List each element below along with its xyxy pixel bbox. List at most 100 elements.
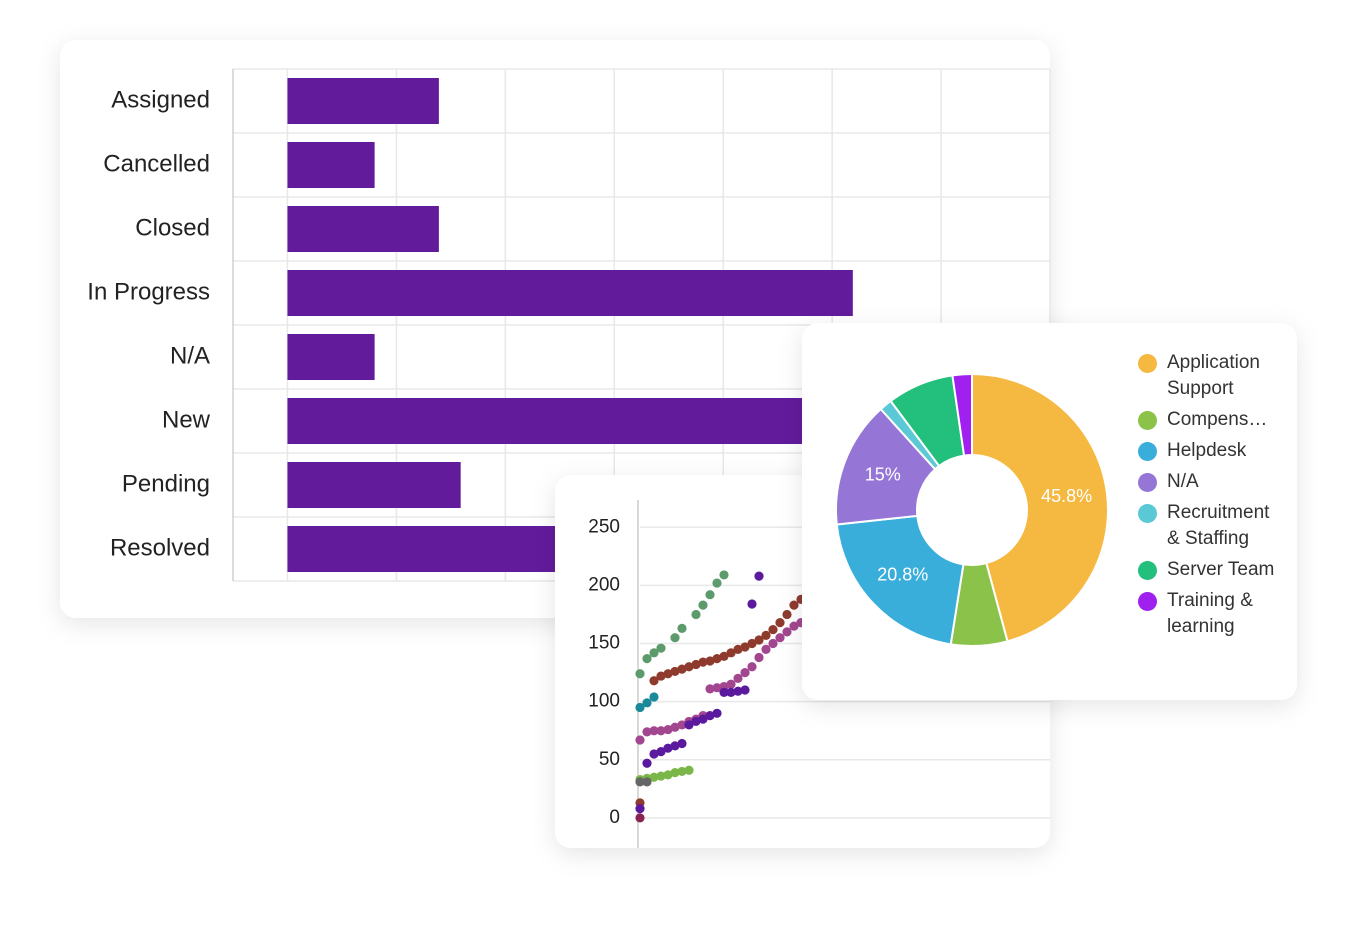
point <box>649 692 659 702</box>
point <box>740 642 750 652</box>
point <box>656 747 666 757</box>
legend-item: Training & learning <box>1138 588 1288 640</box>
y-tick-label: 250 <box>588 516 620 537</box>
legend-label: Compens… <box>1167 409 1268 430</box>
point <box>726 679 736 689</box>
point <box>705 656 715 666</box>
point <box>733 673 743 684</box>
point <box>726 648 736 658</box>
y-tick-label: In Progress <box>87 278 210 305</box>
point <box>642 727 652 737</box>
point <box>691 659 701 670</box>
bar <box>287 206 439 252</box>
point <box>705 684 715 694</box>
point <box>698 600 708 610</box>
y-tick-label: 100 <box>588 691 620 712</box>
point <box>677 766 687 777</box>
point <box>768 638 778 649</box>
point <box>649 772 659 782</box>
point <box>691 716 701 727</box>
point <box>663 743 673 753</box>
pie-slice <box>971 372 1109 643</box>
legend: Application Support Compens… Helpdesk N/A Re… <box>1138 350 1288 645</box>
y-tick-label: N/A <box>170 342 210 369</box>
legend-marker <box>1138 561 1157 580</box>
y-tick-label: Cancelled <box>103 150 210 177</box>
y-tick-label: Resolved <box>110 534 210 561</box>
point <box>656 726 666 736</box>
y-tick-label: Assigned <box>111 86 210 113</box>
legend-item: Helpdesk <box>1138 438 1288 464</box>
legend-marker <box>1138 504 1157 523</box>
point <box>663 724 673 735</box>
point <box>740 667 750 678</box>
point <box>761 630 771 640</box>
point <box>677 738 687 749</box>
point <box>670 722 680 732</box>
point <box>635 777 645 787</box>
point <box>670 666 680 677</box>
point <box>698 657 708 667</box>
point <box>740 685 750 695</box>
legend-label: Recruitment & Staffing <box>1167 502 1270 549</box>
legend-label: Server Team <box>1167 559 1275 580</box>
point <box>782 627 792 637</box>
point <box>712 654 722 664</box>
legend-label: N/A <box>1167 471 1199 492</box>
point <box>642 698 652 708</box>
legend-item: Compens… <box>1138 407 1288 433</box>
point <box>670 633 680 643</box>
point <box>635 804 645 814</box>
point <box>684 662 694 672</box>
point <box>684 720 694 730</box>
bar <box>287 462 461 508</box>
point <box>719 570 729 580</box>
point <box>712 683 722 693</box>
point <box>698 714 708 724</box>
point <box>733 644 743 654</box>
point <box>768 624 778 635</box>
data-label: 15% <box>865 465 901 485</box>
point <box>635 813 645 823</box>
point <box>705 590 715 600</box>
legend-item: Application Support <box>1138 350 1288 402</box>
point <box>656 671 666 681</box>
point <box>775 633 785 643</box>
pie-slice <box>835 407 937 526</box>
point <box>635 669 645 679</box>
point <box>705 711 715 721</box>
bar <box>287 334 375 380</box>
legend-item: N/A <box>1138 469 1288 495</box>
pie-slice <box>951 372 973 457</box>
data-label: 20.8% <box>877 565 928 585</box>
point <box>642 758 652 768</box>
legend-label: Helpdesk <box>1167 440 1247 461</box>
legend-marker <box>1138 442 1157 461</box>
y-tick-label: 150 <box>588 633 620 654</box>
point <box>789 621 799 631</box>
point <box>635 702 645 713</box>
point <box>656 643 666 653</box>
point <box>642 777 652 787</box>
pie-slice <box>835 514 965 646</box>
bar <box>287 78 439 124</box>
point <box>677 664 687 674</box>
legend-marker <box>1138 354 1157 373</box>
point <box>726 687 736 697</box>
point <box>754 652 764 663</box>
y-tick-label: Pending <box>122 470 210 497</box>
point <box>719 651 729 661</box>
y-tick-label: Closed <box>135 214 210 241</box>
point <box>747 638 757 649</box>
legend-item: Server Team <box>1138 557 1288 583</box>
y-tick-label: 200 <box>588 574 620 595</box>
point <box>649 726 659 736</box>
point <box>649 648 659 658</box>
legend-label: Training & learning <box>1167 590 1253 637</box>
point <box>670 767 680 778</box>
point <box>649 749 659 759</box>
point <box>782 609 792 620</box>
point <box>656 771 666 781</box>
